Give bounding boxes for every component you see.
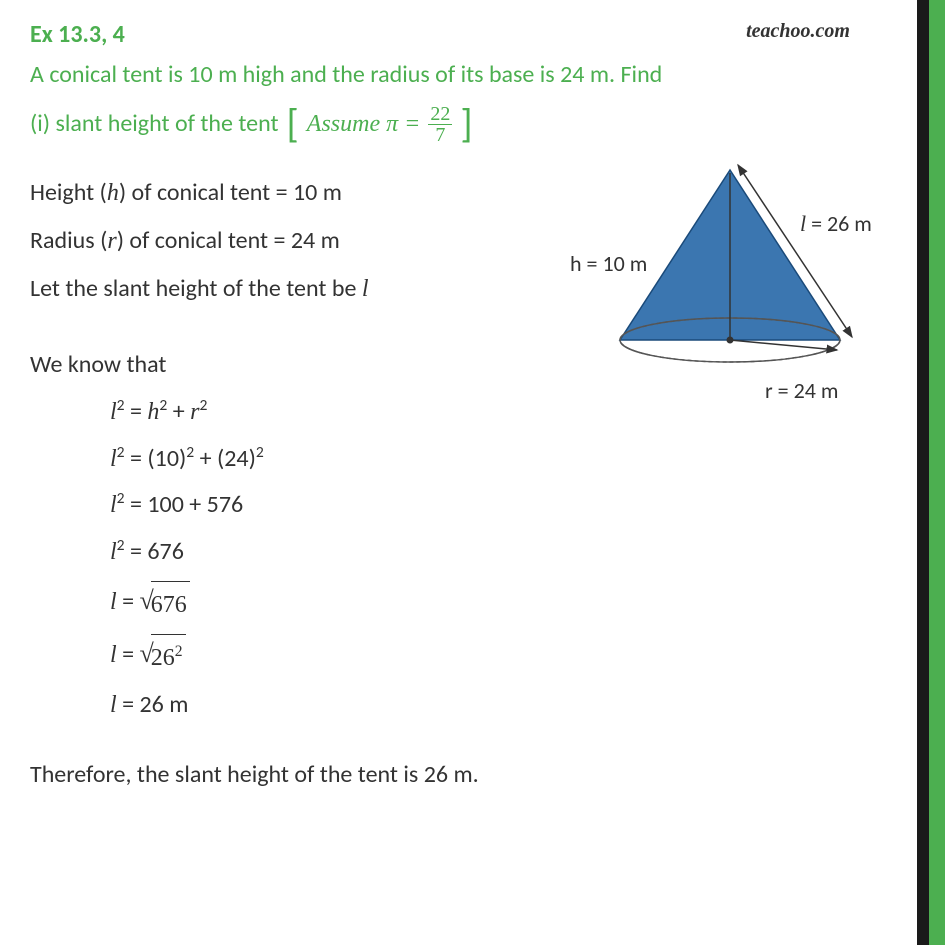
radius-line — [730, 340, 837, 350]
question-part-i: (i) slant height of the tent [ Assume π … — [30, 104, 860, 145]
cone-svg — [575, 155, 875, 405]
derivation-steps: l2 = h2 + r2 l2 = (10)2 + (24)2 l2 = 100… — [30, 389, 860, 729]
var-h: h — [107, 180, 119, 206]
part-label: (i) slant height of the tent — [30, 104, 279, 145]
step-7: l = 26 m — [110, 682, 860, 729]
sqrt-26sq: 262 — [151, 634, 186, 682]
var-l: l — [362, 276, 369, 302]
exercise-number: Ex 13.3, 4 — [30, 20, 125, 49]
text: Let the slant height of the tent be — [30, 274, 362, 303]
conclusion-text: Therefore, the slant height of the tent … — [30, 760, 860, 789]
label-l: l = 26 m — [800, 210, 872, 237]
header-row: Ex 13.3, 4 teachoo.com — [30, 20, 860, 49]
step-3: l2 = 100 + 576 — [110, 482, 860, 529]
fraction-num: 22 — [428, 104, 452, 125]
step-5: l = √676 — [110, 576, 860, 629]
var-r: r — [107, 228, 116, 254]
step-2: l2 = (10)2 + (24)2 — [110, 436, 860, 483]
label-l-value: = 26 m — [806, 210, 872, 237]
assume-text: Assume π = — [307, 104, 421, 145]
pi-fraction: 22 7 — [428, 104, 452, 145]
step-4: l2 = 676 — [110, 529, 860, 576]
step-6: l = √262 — [110, 629, 860, 682]
text: ) of conical tent = 24 m — [117, 226, 340, 255]
text: ) of conical tent = 10 m — [119, 178, 342, 207]
side-bar-green — [929, 0, 945, 945]
sqrt-676: 676 — [151, 581, 190, 629]
question-text: A conical tent is 10 m high and the radi… — [30, 55, 860, 96]
fraction-den: 7 — [433, 125, 447, 145]
text: Height ( — [30, 178, 107, 207]
bracket-left: [ — [287, 112, 299, 136]
bracket-right: ] — [460, 112, 472, 136]
label-h: h = 10 m — [570, 250, 647, 277]
cone-diagram: h = 10 m l = 26 m r = 24 m — [575, 155, 875, 425]
side-bar-dark — [917, 0, 929, 945]
brand-watermark: teachoo.com — [746, 20, 860, 43]
label-r: r = 24 m — [765, 377, 838, 404]
text: Radius ( — [30, 226, 107, 255]
